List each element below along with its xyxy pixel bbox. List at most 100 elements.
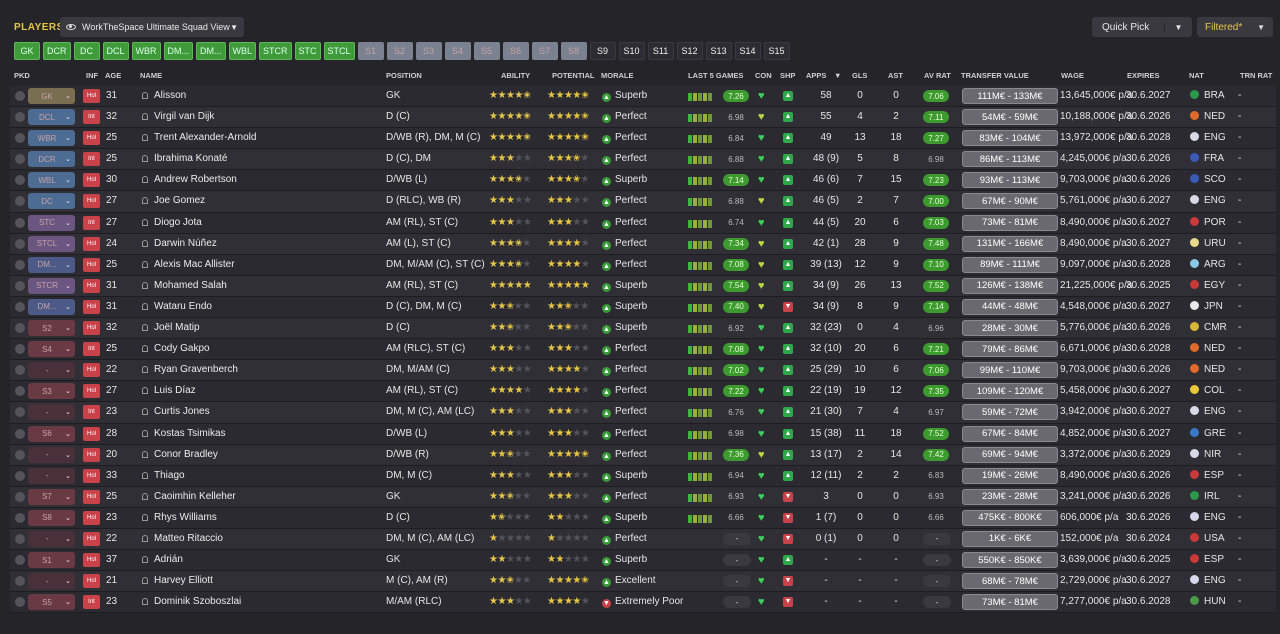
select-checkbox[interactable] xyxy=(15,407,25,418)
select-checkbox[interactable] xyxy=(15,238,25,249)
position-chip[interactable]: S4 xyxy=(444,42,471,60)
picked-position-dropdown[interactable]: DC ⌄ xyxy=(28,193,75,210)
select-checkbox[interactable] xyxy=(15,555,25,566)
picked-position-dropdown[interactable]: - ⌄ xyxy=(28,573,75,590)
col-transfer-value[interactable]: TRANSFER VALUE xyxy=(961,71,1029,80)
position-chip[interactable]: S11 xyxy=(647,42,674,60)
picked-position-dropdown[interactable]: - ⌄ xyxy=(28,530,75,547)
select-checkbox[interactable] xyxy=(15,428,25,439)
table-row[interactable]: - ⌄ Hol 22 Ryan Gravenberch DM, M/AM (C) ★★★★★… xyxy=(10,360,1276,382)
player-name-link[interactable]: Dominik Szoboszlai xyxy=(142,596,241,607)
select-checkbox[interactable] xyxy=(15,512,25,523)
position-chip[interactable]: S14 xyxy=(734,42,761,60)
select-checkbox[interactable] xyxy=(15,365,25,376)
col-gls[interactable]: GLS xyxy=(852,71,868,80)
position-chip[interactable]: STC xyxy=(294,42,321,60)
select-checkbox[interactable] xyxy=(15,112,25,123)
position-chip[interactable]: DM... xyxy=(196,42,226,60)
player-name-link[interactable]: Rhys Williams xyxy=(142,512,217,523)
player-name-link[interactable]: Alisson xyxy=(142,90,186,101)
player-name-link[interactable]: Luis Díaz xyxy=(142,385,196,396)
position-chip[interactable]: S3 xyxy=(415,42,442,60)
picked-position-dropdown[interactable]: S2 ⌄ xyxy=(28,320,75,337)
position-chip[interactable]: S9 xyxy=(589,42,616,60)
picked-position-dropdown[interactable]: - ⌄ xyxy=(28,362,75,379)
table-row[interactable]: DC ⌄ Hol 27 Joe Gomez D (RLC), WB (R) ★★★★★ ★★★… xyxy=(10,191,1276,213)
position-chip[interactable]: S13 xyxy=(705,42,732,60)
table-row[interactable]: S2 ⌄ Hol 32 Joël Matip D (C) ★★✬★★ ★★✬★★ ▲ Superb… xyxy=(10,318,1276,340)
col-morale[interactable]: MORALE xyxy=(601,71,634,80)
col-apps[interactable]: APPS xyxy=(806,71,827,80)
select-checkbox[interactable] xyxy=(15,91,25,101)
player-name-link[interactable]: Joël Matip xyxy=(142,322,200,333)
player-name-link[interactable]: Wataru Endo xyxy=(142,301,212,312)
table-row[interactable]: DM... ⌄ Hol 31 Wataru Endo D (C), DM, M (C) ★★… xyxy=(10,296,1276,319)
select-checkbox[interactable] xyxy=(15,491,25,502)
col-con[interactable]: CON xyxy=(755,71,772,80)
position-chip[interactable]: GK xyxy=(14,42,40,60)
picked-position-dropdown[interactable]: WBR ⌄ xyxy=(28,130,75,147)
select-checkbox[interactable] xyxy=(15,259,25,270)
table-row[interactable]: - ⌄ Int 23 Curtis Jones DM, M (C), AM (LC) ★★★… xyxy=(10,402,1276,424)
select-checkbox[interactable] xyxy=(15,386,25,397)
col-trn-rat[interactable]: TRN RAT xyxy=(1240,71,1273,80)
player-name-link[interactable]: Thiago xyxy=(142,470,185,481)
col-ast[interactable]: AST xyxy=(888,71,903,80)
col-inf[interactable]: INF xyxy=(86,71,99,80)
table-row[interactable]: - ⌄ Hol 21 Harvey Elliott M (C), AM (R) ★★✬★★ ★… xyxy=(10,571,1276,593)
table-row[interactable]: STCR ⌄ Hol 31 Mohamed Salah AM (RL), ST (C) ★★… xyxy=(10,275,1276,297)
position-chip[interactable]: STCR xyxy=(259,42,292,60)
col-wage[interactable]: WAGE xyxy=(1061,71,1084,80)
table-row[interactable]: WBL ⌄ Hol 30 Andrew Robertson D/WB (L) ★★★✬★ ★★… xyxy=(10,170,1276,192)
player-name-link[interactable]: Adrián xyxy=(142,554,183,565)
picked-position-dropdown[interactable]: - ⌄ xyxy=(28,404,75,421)
col-nat[interactable]: NAT xyxy=(1189,71,1204,80)
col-shp[interactable]: SHP xyxy=(780,71,796,80)
player-name-link[interactable]: Virgil van Dijk xyxy=(142,111,214,122)
picked-position-dropdown[interactable]: S5 ⌄ xyxy=(28,594,75,611)
select-checkbox[interactable] xyxy=(15,597,25,608)
picked-position-dropdown[interactable]: WBL ⌄ xyxy=(28,172,75,189)
position-chip[interactable]: S1 xyxy=(357,42,384,60)
table-row[interactable]: - ⌄ Hol 20 Conor Bradley D/WB (R) ★★✬★★ ★★★★✬ ▲ P… xyxy=(10,444,1276,466)
position-chip[interactable]: S10 xyxy=(618,42,645,60)
table-row[interactable]: - ⌄ Hol 33 Thiago DM, M (C) ★★★★★ ★★★★★ ▲ Superb 6… xyxy=(10,465,1276,487)
picked-position-dropdown[interactable]: S3 ⌄ xyxy=(28,383,75,400)
picked-position-dropdown[interactable]: S8 ⌄ xyxy=(28,509,75,526)
player-name-link[interactable]: Cody Gakpo xyxy=(142,343,210,354)
table-row[interactable]: S3 ⌄ Hol 27 Luis Díaz AM (RL), ST (C) ★★★★★ ★★★… xyxy=(10,381,1276,403)
select-checkbox[interactable] xyxy=(15,323,25,334)
select-checkbox[interactable] xyxy=(15,533,25,544)
select-checkbox[interactable] xyxy=(15,576,25,587)
chevron-down-icon[interactable]: ▼ xyxy=(1164,22,1192,32)
col-name[interactable]: NAME xyxy=(140,71,163,80)
player-name-link[interactable]: Curtis Jones xyxy=(142,406,210,417)
table-row[interactable]: S4 ⌄ Int 25 Cody Gakpo AM (RLC), ST (C) ★★★★★ ★… xyxy=(10,339,1276,361)
position-chip[interactable]: STCL xyxy=(323,42,355,60)
table-row[interactable]: S6 ⌄ Hol 28 Kostas Tsimikas D/WB (L) ★★★★★ ★★★★… xyxy=(10,423,1276,445)
table-row[interactable]: GK ⌄ Hol 31 Alisson GK ★★★★✬ ★★★★✬ ▲ Superb 7.26 ♥ ▲… xyxy=(10,86,1276,108)
player-name-link[interactable]: Ryan Gravenberch xyxy=(142,364,238,375)
select-checkbox[interactable] xyxy=(15,449,25,460)
picked-position-dropdown[interactable]: - ⌄ xyxy=(28,446,75,463)
position-chip[interactable]: DM... xyxy=(163,42,194,60)
col-potential[interactable]: POTENTIAL xyxy=(552,71,595,80)
player-name-link[interactable]: Matteo Ritaccio xyxy=(142,533,223,544)
picked-position-dropdown[interactable]: DM... ⌄ xyxy=(28,256,75,273)
table-row[interactable]: STCL ⌄ Hol 24 Darwin Núñez AM (L), ST (C) ★★★✬… xyxy=(10,233,1276,255)
table-row[interactable]: WBR ⌄ Hol 25 Trent Alexander-Arnold D/WB (R),… xyxy=(10,128,1276,150)
picked-position-dropdown[interactable]: - ⌄ xyxy=(28,467,75,484)
select-checkbox[interactable] xyxy=(15,280,25,291)
col-age[interactable]: AGE xyxy=(105,71,122,80)
select-checkbox[interactable] xyxy=(15,133,25,144)
player-name-link[interactable]: Trent Alexander-Arnold xyxy=(142,132,256,143)
table-row[interactable]: - ⌄ Hol 22 Matteo Ritaccio DM, M (C), AM (LC)… xyxy=(10,528,1276,551)
picked-position-dropdown[interactable]: STC ⌄ xyxy=(28,214,75,231)
select-checkbox[interactable] xyxy=(15,196,25,207)
player-name-link[interactable]: Harvey Elliott xyxy=(142,575,213,586)
picked-position-dropdown[interactable]: S4 ⌄ xyxy=(28,341,75,358)
position-chip[interactable]: S8 xyxy=(560,42,587,60)
picked-position-dropdown[interactable]: STCL ⌄ xyxy=(28,235,75,252)
player-name-link[interactable]: Andrew Robertson xyxy=(142,174,237,185)
player-name-link[interactable]: Ibrahima Konaté xyxy=(142,153,227,164)
